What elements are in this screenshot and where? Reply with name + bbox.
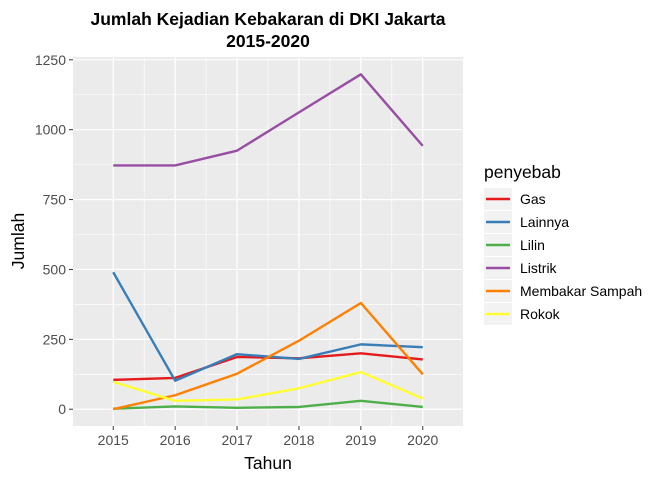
y-tick-label: 750: [43, 192, 67, 208]
legend-label: Membakar Sampah: [520, 283, 642, 299]
y-tick-label: 250: [43, 331, 67, 347]
legend-label: Lilin: [520, 237, 545, 253]
y-tick-label: 500: [43, 261, 67, 277]
x-tick-label: 2019: [345, 432, 376, 448]
chart-title-line2: 2015-2020: [226, 31, 310, 51]
y-axis-title: Jumlah: [8, 213, 28, 269]
legend-label: Gas: [520, 191, 546, 207]
legend-item-rokok: Rokok: [484, 303, 561, 325]
x-tick-label: 2018: [283, 432, 314, 448]
grid-major: [73, 57, 463, 426]
y-axis: 0 250 500 750 1000 1250: [35, 52, 73, 417]
legend-label: Listrik: [520, 260, 558, 276]
legend-item-lilin: Lilin: [484, 234, 545, 256]
series-line-listrik: [113, 73, 424, 167]
x-tick-label: 2020: [407, 432, 438, 448]
y-tick-label: 1000: [35, 122, 66, 138]
legend-label: Lainnya: [520, 214, 569, 230]
legend-item-gas: Gas: [484, 188, 546, 210]
series-lines: [112, 73, 424, 411]
legend-title: penyebab: [484, 162, 561, 182]
legend-label: Rokok: [520, 306, 561, 322]
x-axis-title: Tahun: [244, 453, 292, 473]
y-tick-label: 0: [58, 401, 66, 417]
legend: penyebab Gas Lainnya Lilin Listrik Membakar …: [484, 162, 642, 325]
legend-items: Gas Lainnya Lilin Listrik Membakar Sampah Rok…: [484, 188, 642, 325]
series-line-lilin: [113, 399, 423, 410]
legend-item-listrik: Listrik: [484, 257, 558, 279]
legend-item-membakar-sampah: Membakar Sampah: [484, 280, 642, 302]
x-tick-label: 2017: [221, 432, 252, 448]
y-tick-label: 1250: [35, 52, 66, 68]
grid-minor: [73, 57, 463, 426]
chart-title-line1: Jumlah Kejadian Kebakaran di DKI Jakarta: [91, 9, 446, 29]
x-tick-label: 2016: [160, 432, 191, 448]
series-line-rokok: [112, 370, 424, 403]
x-axis: 2015 2016 2017 2018 2019 2020: [98, 426, 439, 448]
legend-item-lainnya: Lainnya: [484, 211, 569, 233]
x-tick-label: 2015: [98, 432, 129, 448]
